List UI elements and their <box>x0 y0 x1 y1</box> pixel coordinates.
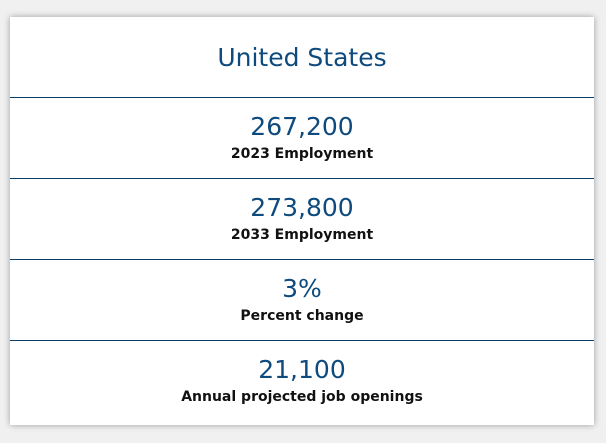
stat-percent-change: 3% Percent change <box>10 260 594 341</box>
stat-value: 273,800 <box>250 193 354 222</box>
stat-label: Percent change <box>240 308 364 324</box>
stat-job-openings: 21,100 Annual projected job openings <box>10 341 594 421</box>
projections-card: United States 267,200 2023 Employment 27… <box>10 17 594 425</box>
region-header: United States <box>10 17 594 98</box>
region-title: United States <box>217 43 387 72</box>
stat-label: 2023 Employment <box>230 146 374 162</box>
stat-value: 3% <box>282 274 322 303</box>
stat-employment-2033: 273,800 2033 Employment <box>10 179 594 260</box>
stat-label: 2033 Employment <box>230 227 374 243</box>
stat-value: 267,200 <box>250 112 354 141</box>
stat-value: 21,100 <box>258 355 346 384</box>
stat-employment-2023: 267,200 2023 Employment <box>10 98 594 179</box>
stat-label: Annual projected job openings <box>181 389 423 405</box>
